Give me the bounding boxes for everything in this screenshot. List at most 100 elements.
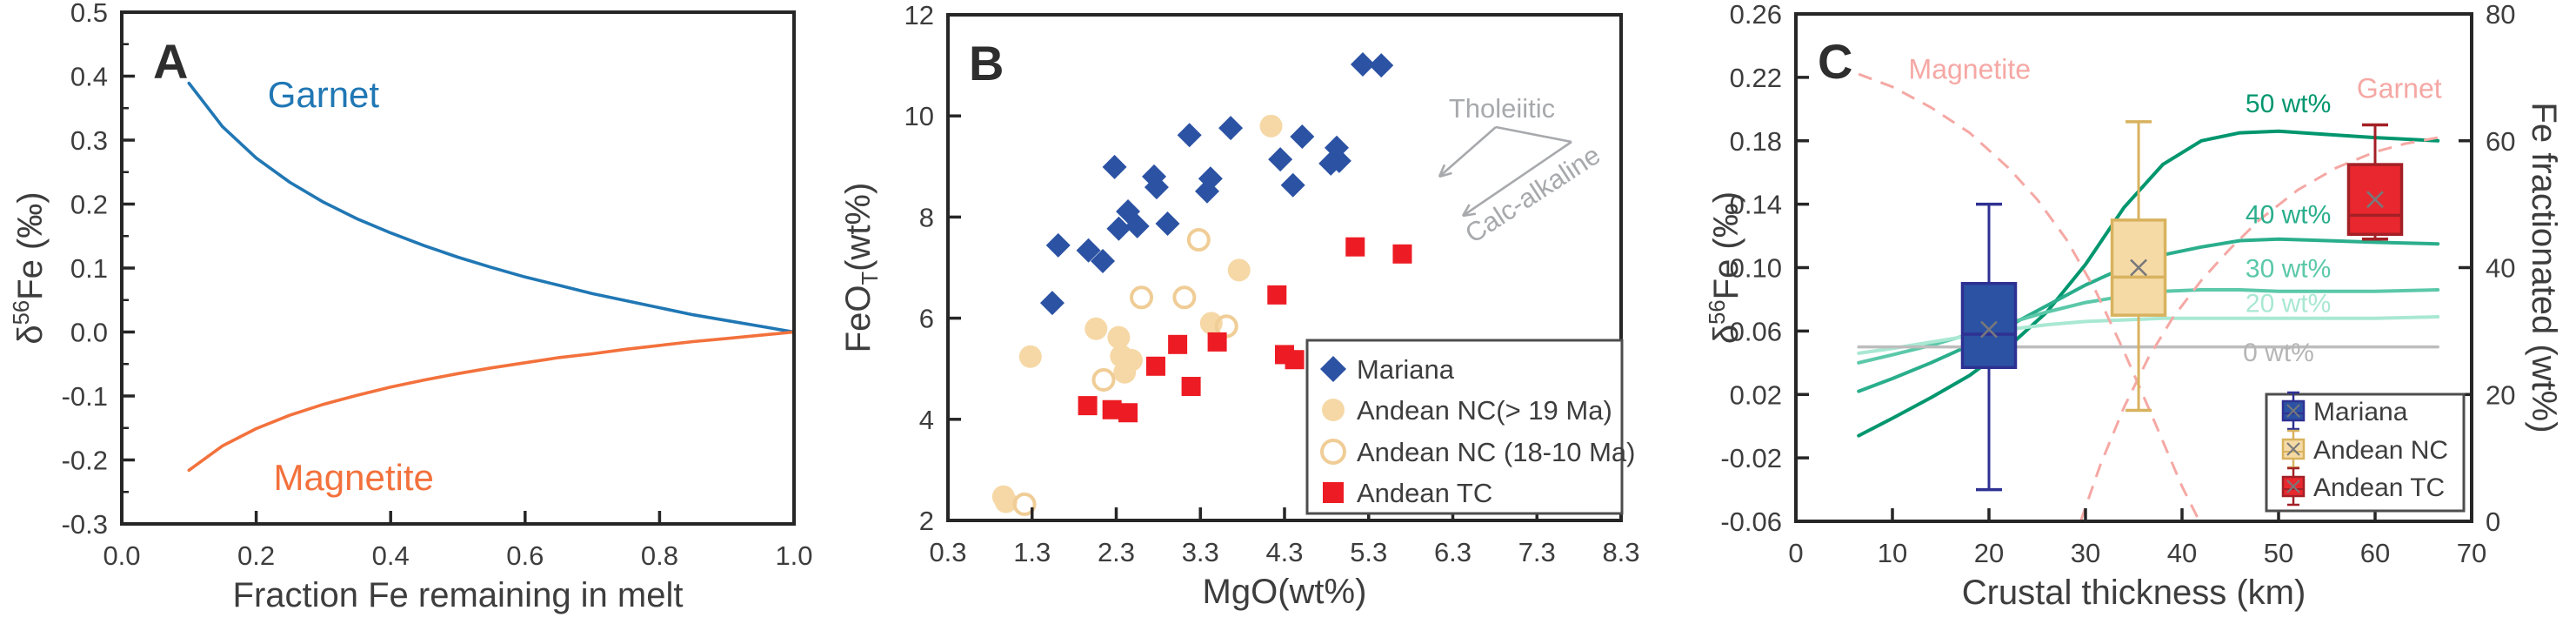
boxplot-andean-tc: [2346, 123, 2404, 241]
y-tick-label: 2: [919, 506, 934, 536]
legend-B: Mariana Andean NC(> 19 Ma) Andean NC (18-1…: [1305, 339, 1636, 515]
y-axis-title-B: FeOT(wt%): [839, 183, 883, 353]
y-tick-label: 0.18: [1730, 126, 1782, 157]
curve-label-magnetite: Magnetite: [1909, 54, 2032, 85]
curve-label-garnet: Garnet: [2357, 73, 2442, 104]
y-tick-label: -0.06: [1720, 507, 1782, 537]
x-tick-label: 50: [2264, 538, 2293, 568]
y-tick-label: -0.3: [62, 509, 108, 540]
x-tick-label: 0.8: [641, 540, 678, 571]
y-tick-label: 0.0: [70, 318, 108, 348]
y-tick-label: -0.2: [62, 446, 108, 476]
axes-C: 0 10 20 30 40 50 60 70 0.26 0.22 0.18 0.14 0.10 0.06 0…: [1705, 0, 2563, 612]
x-tick-label: 1.0: [775, 540, 812, 571]
axes-A: 0.0 0.2 0.4 0.6 0.8 1.0 0.5 0.4 0.3 0.2 0.1 0.0 -0.1…: [10, 0, 813, 614]
annotation-calc-alkaline: Calc-alkaline: [1459, 139, 1605, 249]
y-tick-label: 12: [904, 0, 934, 30]
y-tick-label: 0.3: [70, 125, 108, 156]
y2-tick-label: 20: [2486, 379, 2515, 410]
scatter-andean-tc: [1078, 237, 1412, 423]
panel-C: 50 wt% 40 wt% 30 wt% 20 wt% 0 wt% Magnetite Ga…: [1705, 0, 2563, 612]
legend-C: Mariana Andean NC Andean TC: [2265, 391, 2466, 513]
boxplot-andean-nc: [2110, 120, 2167, 413]
panel-letter-b: B: [969, 36, 1004, 91]
curve-label-20-wt: 20 wt%: [2246, 290, 2331, 319]
panel-letter-a: A: [153, 34, 188, 89]
x-tick-label: 10: [1878, 538, 1907, 568]
x-tick-label: 30: [2071, 538, 2100, 568]
scatter-mariana: [1039, 51, 1394, 316]
panel-letter-c: C: [1818, 34, 1852, 89]
y-tick-label: -0.02: [1720, 443, 1782, 473]
y2-tick-label: 80: [2486, 0, 2515, 30]
line-label-garnet: Garnet: [268, 74, 380, 115]
series-50-wt: [1857, 129, 2440, 438]
legend-label: Andean TC: [2313, 473, 2445, 502]
legend-label: Andean NC(> 19 Ma): [1357, 395, 1612, 426]
x-tick-label: 40: [2167, 538, 2197, 568]
legend-item-mariana: Mariana: [1320, 354, 1455, 385]
y-tick-label: 0.5: [70, 0, 108, 28]
scatter-andean-nc-18-10-ma: [1012, 228, 1238, 516]
y-tick-label: -0.1: [62, 381, 108, 412]
y-tick-label: 0.1: [70, 253, 108, 284]
axes-B: 0.3 1.3 2.3 3.3 4.3 5.3 6.3 7.3 8.3 2 4 6 8 10 12 MgO(w…: [839, 0, 1640, 611]
legend-label: Andean TC: [1357, 478, 1492, 508]
y-tick-label: 0.26: [1730, 0, 1782, 30]
y-tick-label: 0.2: [70, 190, 108, 220]
curve-label-40-wt: 40 wt%: [2246, 200, 2331, 229]
x-tick-label: 0.6: [506, 540, 544, 571]
x-axis-title-C: Crustal thickness (km): [1962, 574, 2306, 612]
x-axis-title-A: Fraction Fe remaining in melt: [233, 576, 684, 614]
y2-tick-label: 60: [2486, 126, 2515, 157]
y-tick-label: 0.22: [1730, 63, 1782, 93]
x-tick-label: 8.3: [1602, 537, 1639, 567]
x-tick-label: 3.3: [1182, 537, 1219, 567]
panel-B: Tholeiitic Calc-alkaline 0.3 1.3 2.3 3.3 4.3 5.…: [839, 0, 1640, 611]
x-tick-label: 0.4: [372, 540, 410, 571]
x-tick-label: 1.3: [1013, 537, 1051, 567]
scatter-andean-nc-19-ma: [991, 114, 1283, 513]
legend-label: Andean NC: [2313, 436, 2448, 465]
curve-label-50-wt: 50 wt%: [2246, 90, 2331, 118]
series-magnetite: Magnetite: [187, 330, 796, 498]
line-label-magnetite: Magnetite: [273, 457, 433, 498]
y-tick-label: 10: [904, 101, 934, 131]
x-tick-label: 7.3: [1518, 537, 1556, 567]
curve-label-30-wt: 30 wt%: [2246, 254, 2331, 283]
y-tick-label: 0.10: [1730, 253, 1782, 284]
y-tick-label: 6: [919, 304, 934, 334]
legend-label: Mariana: [2313, 398, 2408, 426]
x-tick-label: 0.0: [103, 540, 140, 571]
dashed-series-garnet: [2079, 136, 2439, 522]
y-tick-label: 8: [919, 202, 934, 232]
y-tick-label: 0.06: [1730, 316, 1782, 346]
dashed-series-magnetite: [1858, 72, 2201, 522]
legend-item-andean-nc: Andean NC: [2281, 429, 2448, 469]
x-tick-label: 20: [1974, 538, 2004, 568]
y-axis-title-C: δ56Fe (‰): [1705, 191, 1745, 344]
legend-label: Mariana: [1357, 354, 1455, 385]
y-tick-label: 0.02: [1730, 379, 1782, 410]
legend-label: Andean NC (18-10 Ma): [1357, 437, 1636, 467]
x-tick-label: 70: [2457, 538, 2486, 568]
x-tick-label: 0: [1788, 538, 1803, 568]
boxplot-mariana: [1960, 202, 2018, 492]
y-tick-label: 4: [919, 405, 934, 435]
x-tick-label: 6.3: [1434, 537, 1472, 567]
x-tick-label: 0.3: [929, 537, 966, 567]
x-axis-title-B: MgO(wt%): [1203, 573, 1367, 611]
x-tick-label: 60: [2360, 538, 2390, 568]
x-tick-label: 4.3: [1265, 537, 1303, 567]
y2-axis-title: Fe fractionated (wt%): [2525, 102, 2563, 433]
y2-tick-label: 40: [2486, 253, 2515, 284]
curve-label-0-wt: 0 wt%: [2243, 339, 2314, 367]
series-garnet: Garnet: [187, 74, 796, 334]
y2-tick-label: 0: [2486, 507, 2500, 537]
x-tick-label: 0.2: [237, 540, 275, 571]
y-tick-label: 0.4: [70, 62, 108, 92]
legend-item-andean-nc-18-10-ma: Andean NC (18-10 Ma): [1320, 437, 1636, 467]
